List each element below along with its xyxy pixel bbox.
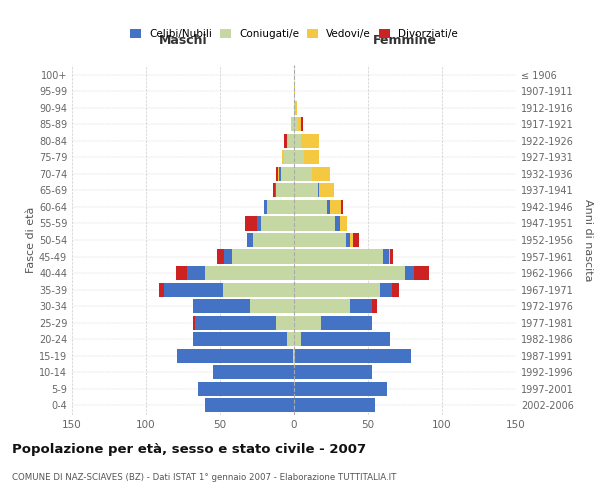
- Bar: [294, 184, 317, 198]
- Bar: [212, 365, 294, 379]
- Bar: [276, 316, 294, 330]
- Bar: [262, 216, 294, 230]
- Bar: [250, 299, 294, 313]
- Bar: [294, 348, 295, 362]
- Bar: [294, 200, 326, 214]
- Bar: [340, 216, 347, 230]
- Bar: [288, 134, 294, 148]
- Bar: [278, 167, 279, 181]
- Bar: [335, 216, 340, 230]
- Bar: [294, 250, 383, 264]
- Bar: [164, 282, 223, 296]
- Text: Maschi: Maschi: [158, 34, 208, 47]
- Bar: [198, 382, 294, 396]
- Bar: [294, 365, 373, 379]
- Legend: Celibi/Nubili, Coniugati/e, Vedovi/e, Divorziati/e: Celibi/Nubili, Coniugati/e, Vedovi/e, Di…: [126, 24, 462, 43]
- Bar: [304, 150, 319, 164]
- Bar: [312, 167, 329, 181]
- Bar: [176, 266, 187, 280]
- Bar: [373, 299, 377, 313]
- Bar: [294, 398, 376, 412]
- Bar: [350, 233, 353, 247]
- Bar: [279, 167, 281, 181]
- Bar: [275, 184, 276, 198]
- Bar: [294, 332, 301, 346]
- Bar: [341, 200, 343, 214]
- Bar: [268, 200, 294, 214]
- Bar: [273, 184, 275, 198]
- Bar: [193, 332, 287, 346]
- Bar: [223, 282, 294, 296]
- Bar: [294, 118, 298, 132]
- Bar: [295, 101, 297, 115]
- Bar: [193, 299, 250, 313]
- Bar: [390, 250, 393, 264]
- Bar: [187, 266, 205, 280]
- Bar: [245, 216, 257, 230]
- Bar: [287, 134, 288, 148]
- Bar: [293, 348, 294, 362]
- Bar: [253, 233, 294, 247]
- Bar: [383, 250, 389, 264]
- Bar: [294, 150, 304, 164]
- Bar: [205, 398, 294, 412]
- Bar: [346, 233, 350, 247]
- Bar: [301, 118, 303, 132]
- Text: COMUNE DI NAZ-SCIAVES (BZ) - Dati ISTAT 1° gennaio 2007 - Elaborazione TUTTITALI: COMUNE DI NAZ-SCIAVES (BZ) - Dati ISTAT …: [12, 472, 397, 482]
- Bar: [414, 266, 428, 280]
- Bar: [294, 266, 405, 280]
- Bar: [294, 233, 346, 247]
- Bar: [294, 101, 295, 115]
- Bar: [247, 233, 253, 247]
- Bar: [177, 348, 293, 362]
- Bar: [284, 150, 294, 164]
- Bar: [294, 167, 312, 181]
- Bar: [353, 233, 359, 247]
- Bar: [392, 282, 399, 296]
- Bar: [329, 200, 341, 214]
- Y-axis label: Fasce di età: Fasce di età: [26, 207, 36, 273]
- Bar: [160, 282, 164, 296]
- Y-axis label: Anni di nascita: Anni di nascita: [583, 198, 593, 281]
- Bar: [326, 200, 329, 214]
- Bar: [284, 134, 287, 148]
- Bar: [265, 200, 268, 214]
- Bar: [195, 316, 276, 330]
- Bar: [257, 216, 262, 230]
- Bar: [380, 282, 392, 296]
- Bar: [287, 332, 294, 346]
- Bar: [317, 184, 319, 198]
- Bar: [389, 250, 390, 264]
- Bar: [295, 348, 411, 362]
- Text: Popolazione per età, sesso e stato civile - 2007: Popolazione per età, sesso e stato civil…: [12, 442, 366, 456]
- Bar: [205, 266, 294, 280]
- Bar: [294, 299, 350, 313]
- Bar: [320, 316, 373, 330]
- Bar: [276, 184, 294, 198]
- Bar: [217, 250, 224, 264]
- Bar: [232, 250, 294, 264]
- Bar: [301, 332, 390, 346]
- Bar: [224, 250, 232, 264]
- Bar: [294, 134, 301, 148]
- Bar: [294, 316, 320, 330]
- Bar: [319, 184, 334, 198]
- Bar: [294, 382, 387, 396]
- Text: Femmine: Femmine: [373, 34, 437, 47]
- Bar: [405, 266, 414, 280]
- Bar: [193, 316, 195, 330]
- Bar: [294, 216, 335, 230]
- Bar: [298, 118, 301, 132]
- Bar: [276, 167, 278, 181]
- Bar: [291, 118, 294, 132]
- Bar: [350, 299, 373, 313]
- Bar: [294, 282, 380, 296]
- Bar: [301, 134, 319, 148]
- Bar: [281, 167, 294, 181]
- Bar: [282, 150, 284, 164]
- Bar: [294, 84, 295, 98]
